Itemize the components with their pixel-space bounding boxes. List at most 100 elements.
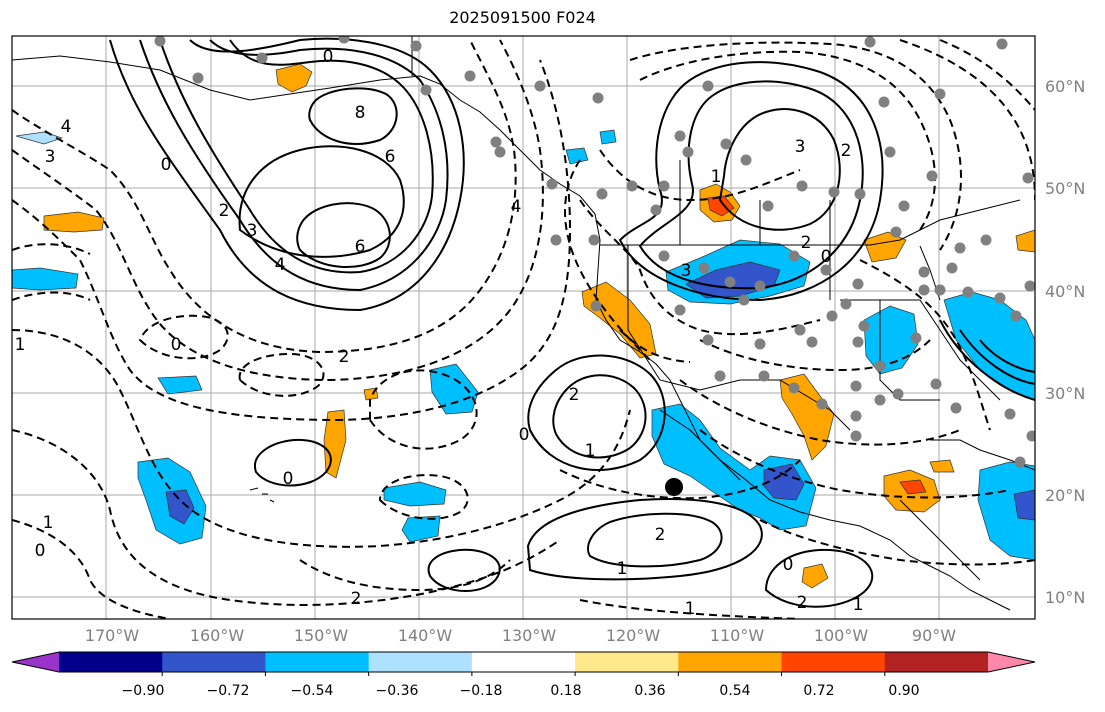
fill-ca-orange	[581, 281, 657, 359]
fill-pac-blue-5	[12, 267, 79, 291]
positive-contours	[109, 37, 1035, 608]
colorbar-segment	[781, 652, 886, 672]
station-marker	[754, 338, 766, 350]
station-marker	[1024, 280, 1035, 292]
contour-label: 3	[45, 147, 56, 167]
lon-label-120w: 120°W	[605, 626, 661, 645]
station-marker	[884, 146, 896, 158]
colorbar-outline	[11, 651, 1036, 673]
colorbar-extend-max	[988, 652, 1035, 672]
contour-label: 4	[275, 255, 286, 275]
station-marker	[794, 324, 806, 336]
lon-label-140w: 140°W	[397, 626, 453, 645]
station-marker	[550, 234, 562, 246]
coastlines	[12, 36, 1035, 611]
colorbar-segment	[678, 652, 783, 672]
station-marker	[738, 294, 750, 306]
station-marker	[626, 180, 638, 192]
station-marker	[546, 178, 558, 190]
anomaly-fills	[12, 63, 1035, 589]
station-marker	[934, 284, 946, 296]
fill-hawaii-dark	[165, 489, 195, 525]
station-marker	[858, 320, 870, 332]
lat-label-50n: 50°N	[1045, 179, 1086, 198]
lon-label-150w: 150°W	[293, 626, 349, 645]
contour-label: 0	[161, 155, 172, 175]
station-marker	[954, 242, 966, 254]
station-marker	[588, 234, 600, 246]
contour-label: 1	[685, 599, 696, 619]
station-marker	[850, 410, 862, 422]
colorbar-extend-min	[12, 652, 59, 672]
contour-label: 0	[783, 555, 794, 575]
contour-label: 2	[797, 593, 808, 613]
station-marker	[762, 200, 774, 212]
station-marker	[820, 264, 832, 276]
station-marker	[338, 36, 350, 44]
contour-label: 0	[35, 541, 46, 561]
station-marker	[720, 138, 732, 150]
contour-label: 1	[711, 167, 722, 187]
fill-pac-blue-4	[157, 375, 203, 395]
station-marker	[420, 84, 432, 96]
station-marker	[1026, 430, 1035, 442]
station-marker	[996, 38, 1008, 50]
contour-label: 6	[355, 237, 366, 257]
colorbar-tick-label: −0.18	[459, 683, 503, 699]
colorbar-segment	[575, 652, 679, 672]
contour-label: 0	[171, 335, 182, 355]
contour-label: 1	[617, 559, 628, 579]
station-marker	[1014, 456, 1026, 468]
lon-label-100w: 100°W	[813, 626, 869, 645]
colorbar-tick-label: 0.54	[719, 683, 751, 699]
station-marker	[898, 200, 910, 212]
station-marker	[962, 286, 974, 298]
fill-pac-blue-1	[383, 481, 447, 507]
contour-label: 1	[43, 513, 54, 533]
station-marker	[918, 266, 930, 278]
station-marker	[154, 36, 166, 47]
station-marker	[682, 146, 694, 158]
station-marker	[946, 262, 958, 274]
colorbar-tick-label: −0.36	[375, 683, 419, 699]
station-marker	[826, 310, 838, 322]
colorbar-segment	[884, 652, 989, 672]
colorbar-segment	[265, 652, 370, 672]
station-marker	[758, 370, 770, 382]
fill-pac-orange-1	[43, 211, 105, 233]
colorbar-tick-label: −0.54	[290, 683, 334, 699]
colorbar-segment	[162, 652, 266, 672]
contour-label: 2	[219, 201, 230, 221]
colorbar-tick-label: −0.72	[206, 683, 250, 699]
contour-label: 2	[351, 589, 362, 609]
station-marker	[910, 332, 922, 344]
station-marker	[1004, 408, 1016, 420]
colorbar-tick-label: 0.36	[634, 683, 666, 699]
station-marker	[658, 250, 670, 262]
contour-label: 0	[821, 247, 832, 267]
fill-bc-blue	[565, 147, 589, 165]
contour-labels: 0 8 6 6 4 3 2 2 1 0 4 3 0 2 1 3 2 0 2 1 …	[15, 47, 864, 619]
contour-label: 3	[247, 221, 258, 241]
colorbar-tick-label: 0.90	[888, 683, 920, 699]
station-marker	[674, 130, 686, 142]
station-marker	[410, 40, 422, 52]
station-marker	[674, 304, 686, 316]
contour-label: 2	[801, 233, 812, 253]
station-marker	[874, 394, 886, 406]
contour-label: 2	[841, 141, 852, 161]
negative-contours	[12, 39, 1035, 619]
lon-label-170w: 170°W	[84, 626, 140, 645]
station-marker	[754, 280, 766, 292]
station-marker	[852, 278, 864, 290]
fill-pac-blue-3	[429, 363, 479, 415]
contour-label: 2	[655, 525, 666, 545]
fill-carib-blue	[977, 461, 1035, 561]
station-marker	[854, 188, 866, 200]
contour-label: 0	[519, 425, 530, 445]
station-marker	[702, 80, 714, 92]
lat-label-30n: 30°N	[1045, 384, 1086, 403]
station-marker	[650, 204, 662, 216]
station-marker	[950, 402, 962, 414]
